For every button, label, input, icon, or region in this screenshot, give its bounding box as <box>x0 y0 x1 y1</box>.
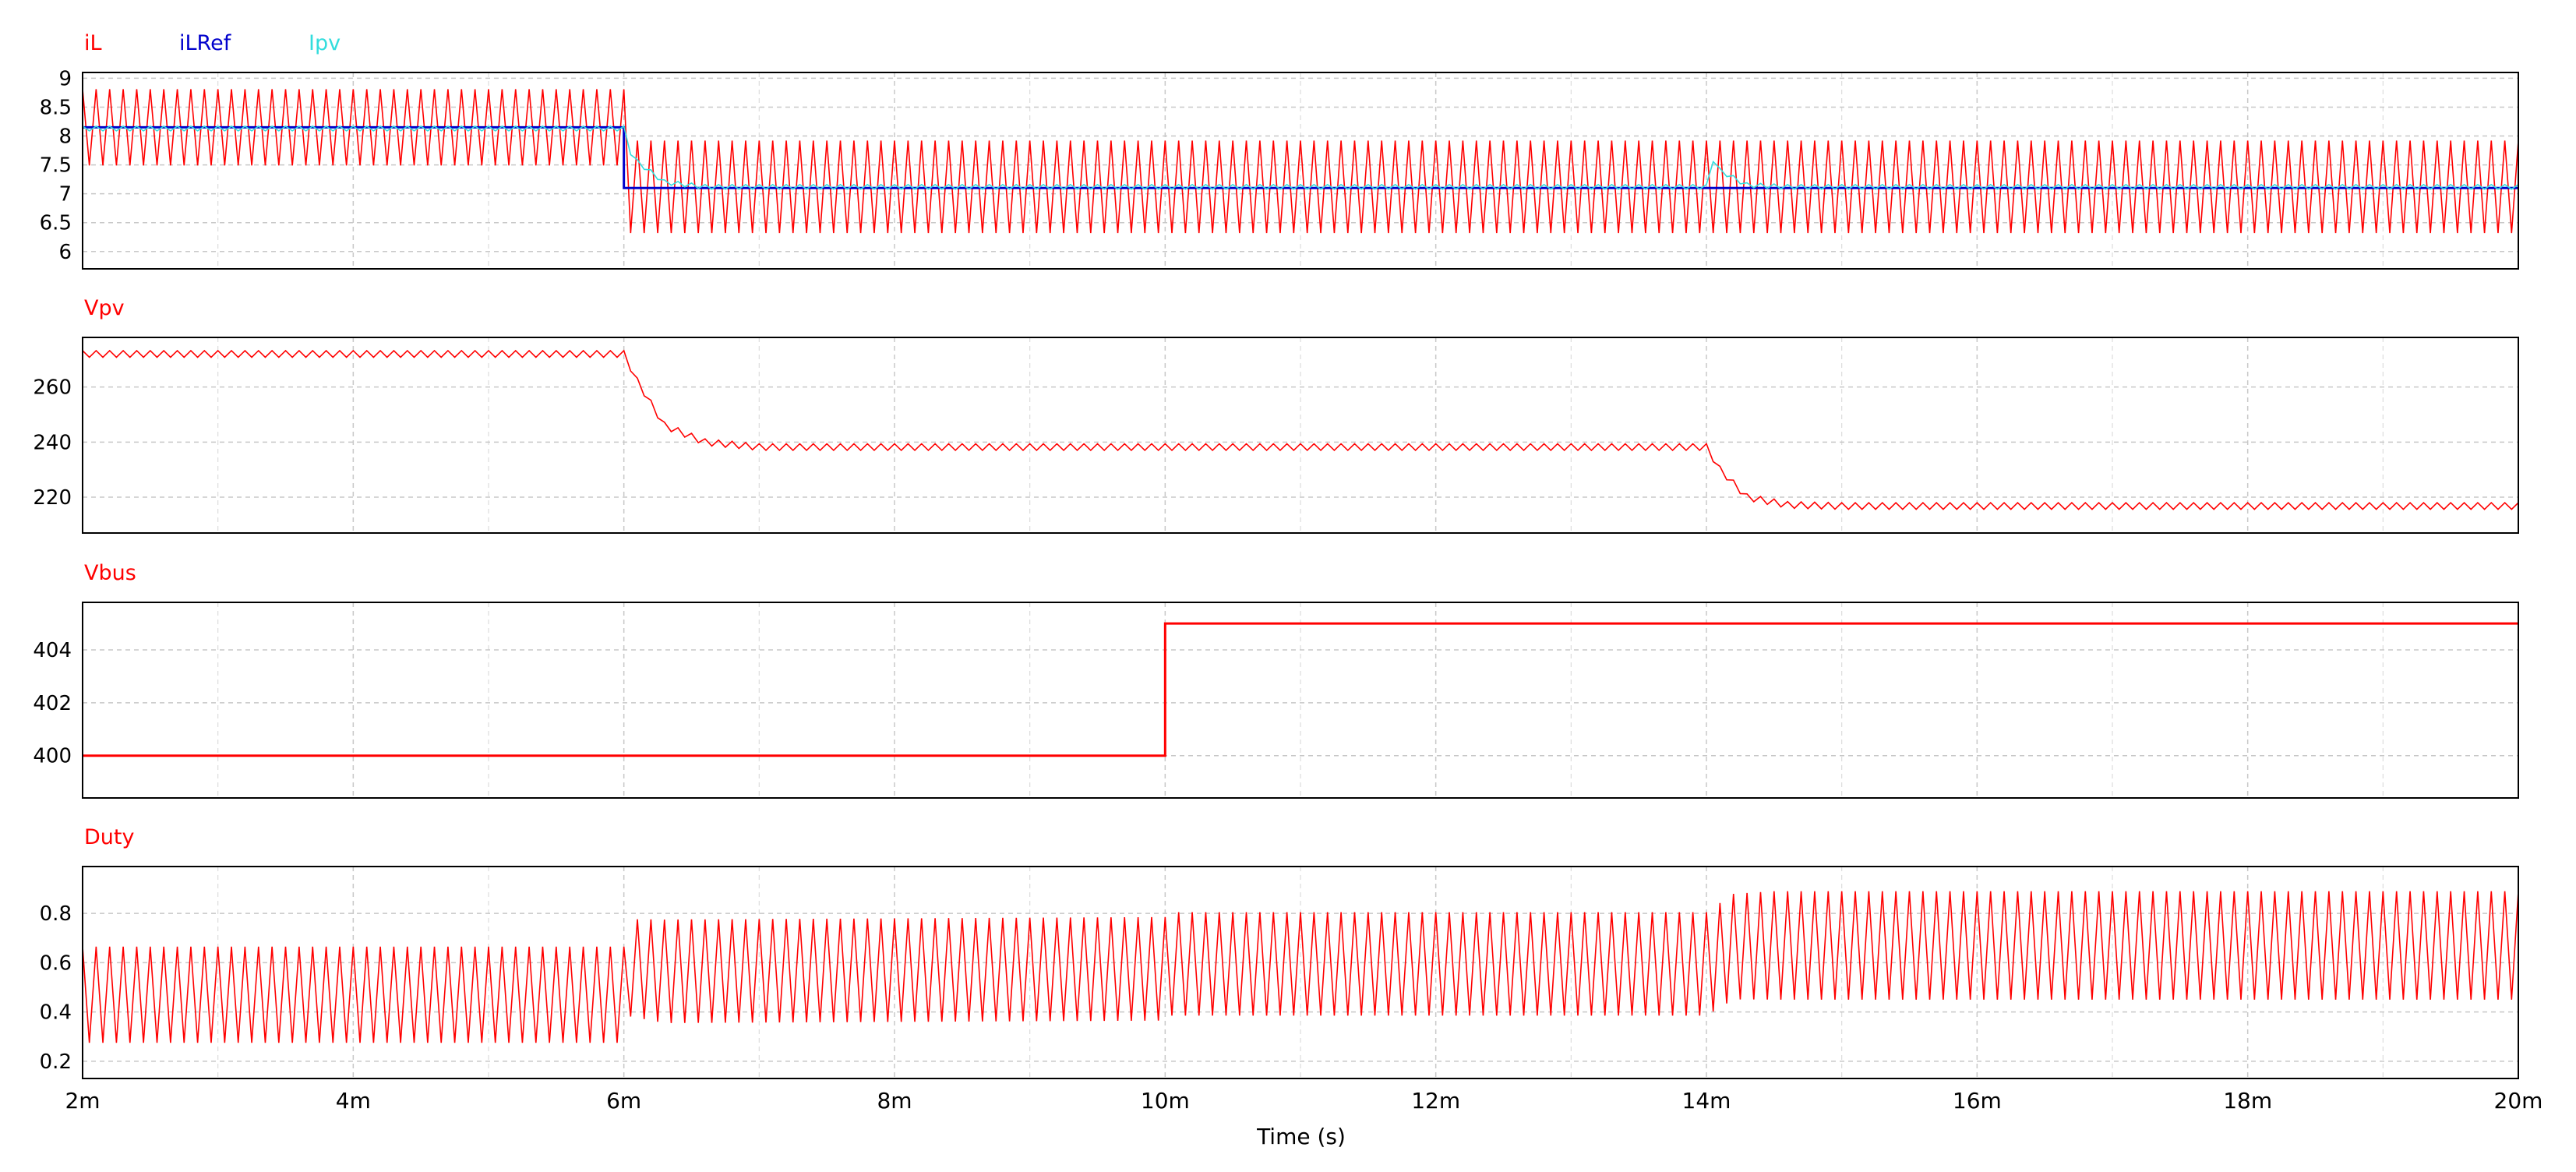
legend-ipv: Ipv <box>309 31 341 55</box>
x-tick-label: 18m <box>2223 1088 2272 1114</box>
x-tick-label: 14m <box>1682 1088 1731 1114</box>
label-layer: 2m 4m 6m 8m 10m 12m 14m 16m 18m 20m 6 6.5 7 7.5 8 8.5 9 2… <box>33 67 2542 1114</box>
grid-layer <box>82 72 2519 1078</box>
x-axis-title: Time (s) <box>1256 1124 1346 1149</box>
x-tick-label: 4m <box>336 1088 371 1114</box>
legend-vbus: Vbus <box>84 561 136 585</box>
series-il-line <box>83 89 2518 234</box>
y-tick-label: 404 <box>33 639 72 662</box>
y-tick-label: 400 <box>33 745 72 768</box>
legend-il: iL <box>84 31 102 55</box>
series-layer <box>83 89 2518 1043</box>
y-tick-label: 9 <box>58 67 72 90</box>
y-tick-label: 0.2 <box>40 1050 72 1074</box>
y-tick-label: 8.5 <box>40 96 72 119</box>
series-ilref-line <box>83 125 2518 189</box>
y-tick-label: 6 <box>58 241 72 264</box>
y-tick-label: 240 <box>33 431 72 454</box>
series-vbus-line <box>83 622 2518 757</box>
x-tick-label: 10m <box>1141 1088 1190 1114</box>
x-tick-label: 6m <box>606 1088 641 1114</box>
plot-frame-current <box>82 72 2519 270</box>
y-tick-label: 7.5 <box>40 154 72 178</box>
legend-ilref: iLRef <box>179 31 232 55</box>
y-tick-label: 260 <box>33 376 72 400</box>
series-duty-line <box>83 891 2518 1043</box>
y-tick-label: 220 <box>33 486 72 510</box>
x-tick-label: 12m <box>1411 1088 1460 1114</box>
plot-frame-vbus <box>82 602 2519 799</box>
plot-frame-vpv <box>82 337 2519 534</box>
series-ipv-line <box>83 125 2518 190</box>
x-tick-label: 20m <box>2494 1088 2543 1114</box>
y-tick-label: 8 <box>58 125 72 149</box>
frame-layer <box>82 72 2519 1079</box>
x-tick-label: 16m <box>1953 1088 2002 1114</box>
y-tick-label: 0.4 <box>40 1001 72 1025</box>
x-tick-label: 2m <box>65 1088 100 1114</box>
y-tick-label: 7 <box>58 183 72 207</box>
y-tick-label: 0.8 <box>40 902 72 926</box>
y-tick-label: 402 <box>33 692 72 715</box>
legend-duty: Duty <box>84 825 134 849</box>
series-vpv-line <box>83 349 2518 510</box>
y-tick-label: 6.5 <box>40 212 72 235</box>
x-tick-label: 8m <box>877 1088 912 1114</box>
plot-frame-duty <box>82 866 2519 1079</box>
y-tick-label: 0.6 <box>40 951 72 975</box>
legend-vpv: Vpv <box>84 296 125 320</box>
